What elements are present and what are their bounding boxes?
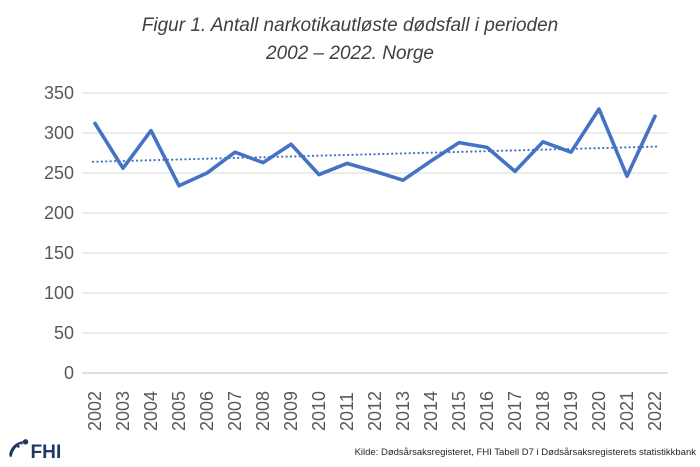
x-axis-tick-label: 2004	[141, 391, 161, 431]
chart-title-line1: Figur 1. Antall narkotikautløste dødsfal…	[141, 15, 559, 36]
y-axis-tick-label: 0	[64, 363, 74, 383]
chart-title-line2: 2002 – 2022. Norge	[266, 43, 434, 64]
y-axis-tick-label: 250	[44, 163, 74, 183]
x-axis-tick-label: 2010	[309, 391, 329, 431]
fhi-logo: FHI	[9, 439, 62, 463]
x-axis-tick-label: 2007	[225, 391, 245, 431]
x-axis-tick-label: 2002	[85, 391, 105, 431]
x-axis-tick-label: 2014	[421, 391, 441, 431]
x-axis-tick-label: 2005	[169, 391, 189, 431]
x-axis-tick-label: 2003	[113, 391, 133, 431]
x-axis-tick-label: 2011	[337, 392, 357, 431]
x-axis-tick-label: 2017	[505, 391, 525, 431]
data-series-line	[93, 107, 657, 188]
source-note: Kilde: Dødsårsaksregisteret, FHI Tabell …	[354, 447, 696, 458]
x-axis-tick-label: 2020	[589, 391, 609, 431]
y-axis-tick-label: 50	[54, 323, 74, 343]
y-axis-tick-label: 150	[44, 243, 74, 263]
x-axis-tick-label: 2022	[645, 391, 665, 431]
x-axis-tick-label: 2021	[617, 391, 637, 431]
fhi-logo-text: FHI	[31, 442, 62, 463]
y-axis-tick-label: 200	[44, 203, 74, 223]
x-axis-tick-label: 2013	[393, 391, 413, 431]
x-axis-tick-label: 2012	[365, 391, 385, 431]
y-axis-tick-label: 100	[44, 283, 74, 303]
x-axis-tick-label: 2018	[533, 391, 553, 431]
y-axis-tick-label: 300	[44, 123, 74, 143]
fhi-swoosh-icon	[9, 439, 29, 458]
chart-title: Figur 1. Antall narkotikautløste dødsfal…	[0, 12, 700, 68]
y-axis-tick-label: 350	[44, 83, 74, 103]
x-axis-tick-label: 2006	[197, 391, 217, 431]
x-axis-tick-label: 2015	[449, 391, 469, 431]
x-axis-tick-label: 2009	[281, 391, 301, 431]
x-axis-tick-label: 2008	[253, 391, 273, 431]
x-axis-tick-label: 2016	[477, 391, 497, 431]
x-axis-tick-label: 2019	[561, 391, 581, 431]
